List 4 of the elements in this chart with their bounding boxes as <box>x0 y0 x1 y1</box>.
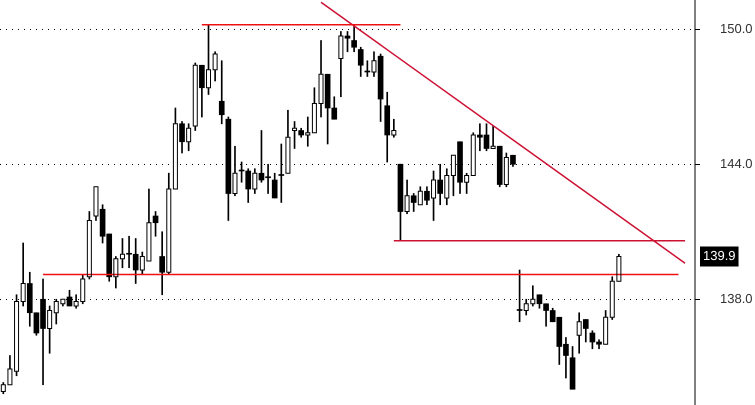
y-tick-label: 138.0 <box>720 290 753 306</box>
y-tick-label: 144.0 <box>720 156 753 171</box>
text: 139.9 <box>703 248 736 264</box>
y-tick-label: 150.0 <box>720 20 753 36</box>
